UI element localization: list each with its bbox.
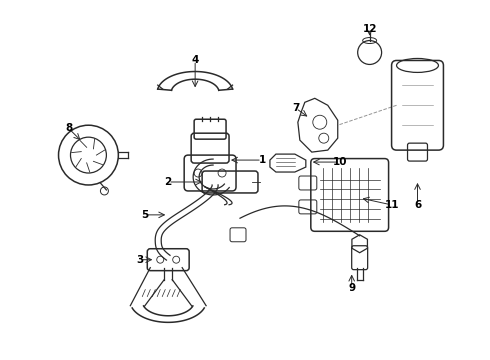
Text: 12: 12 xyxy=(363,24,377,33)
Text: 3: 3 xyxy=(137,255,144,265)
Text: 1: 1 xyxy=(258,155,266,165)
Text: 7: 7 xyxy=(292,103,299,113)
Text: 6: 6 xyxy=(414,200,421,210)
Text: 10: 10 xyxy=(333,157,347,167)
Text: 2: 2 xyxy=(165,177,172,187)
Text: 11: 11 xyxy=(384,200,399,210)
Text: 9: 9 xyxy=(348,283,355,293)
Text: 4: 4 xyxy=(192,55,199,66)
Text: 8: 8 xyxy=(65,123,72,133)
Text: 5: 5 xyxy=(142,210,149,220)
